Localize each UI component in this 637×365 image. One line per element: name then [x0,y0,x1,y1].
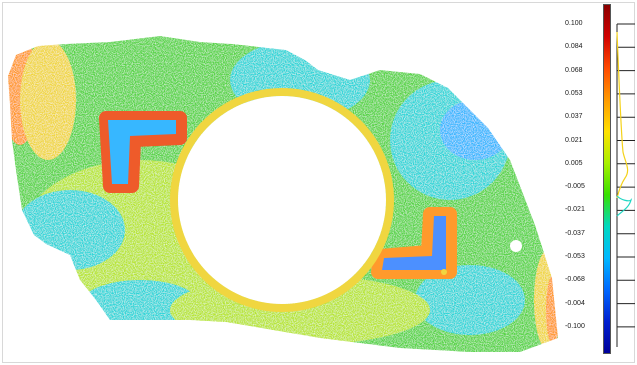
pocket-right [371,207,457,279]
legend-tick-label: 0.005 [565,159,583,167]
pocket-left [99,111,187,193]
legend-tick-label: -0.004 [565,299,585,307]
legend-tick-label: 0.100 [565,20,583,27]
legend-tick-label: 0.084 [565,43,583,51]
legend-tick-label: -0.068 [565,276,585,284]
deviation-map[interactable] [0,0,565,365]
legend-tick-label: 0.053 [565,89,583,97]
deviation-histogram [616,23,635,347]
legend-tick-label: 0.037 [565,113,583,121]
legend-tick-label: -0.053 [565,253,585,260]
legend-tick-label: -0.037 [565,229,585,237]
central-bore [170,88,394,312]
histogram-curve [616,31,629,199]
color-legend: 0.100 0.084 0.068 0.053 0.037 0.021 0.005 -0.00… [565,2,637,362]
legend-tick-label: 0.068 [565,66,583,74]
legend-tick-label: -0.100 [565,322,585,330]
legend-tick-label: -0.005 [565,183,585,191]
legend-tick-label: 0.021 [565,136,583,144]
small-holes [441,240,522,275]
color-bar [603,4,611,354]
legend-tick-label: -0.021 [565,206,585,214]
histogram-curve-secondary [616,195,633,217]
